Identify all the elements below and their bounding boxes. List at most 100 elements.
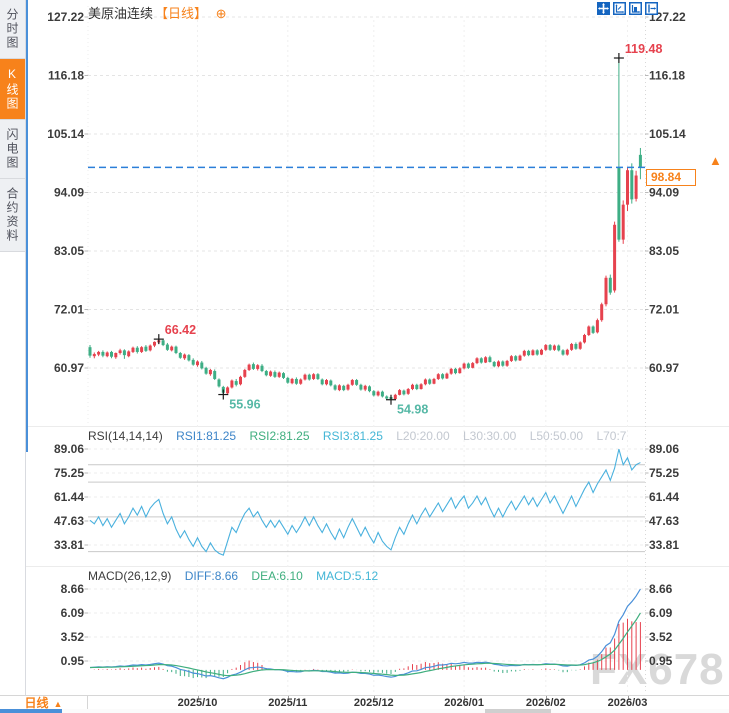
candle[interactable]: [363, 384, 367, 392]
candle[interactable]: [282, 372, 285, 379]
candle[interactable]: [406, 387, 410, 395]
zoom-horizontal-axis-icon[interactable]: [613, 2, 626, 15]
candle[interactable]: [144, 345, 148, 352]
candle[interactable]: [290, 377, 294, 385]
candle[interactable]: [114, 352, 118, 359]
candle[interactable]: [428, 378, 432, 385]
candle[interactable]: [475, 357, 479, 365]
candle[interactable]: [393, 393, 397, 400]
scrollbar-left-segment[interactable]: [0, 709, 62, 713]
candlestick-series[interactable]: [88, 58, 642, 400]
candle[interactable]: [118, 348, 122, 355]
candle[interactable]: [423, 378, 427, 386]
sidebar-tab-kline[interactable]: K线图: [0, 59, 25, 120]
horizontal-scrollbar[interactable]: [0, 709, 729, 713]
candle[interactable]: [110, 350, 113, 359]
candle[interactable]: [92, 352, 96, 359]
candle[interactable]: [617, 58, 621, 242]
pan-right-icon[interactable]: [645, 2, 658, 15]
candle[interactable]: [217, 378, 221, 388]
candle[interactable]: [380, 390, 384, 398]
candle[interactable]: [587, 325, 591, 337]
candle[interactable]: [325, 378, 328, 386]
candle[interactable]: [484, 356, 488, 364]
candle[interactable]: [312, 373, 316, 381]
candle[interactable]: [355, 378, 359, 386]
candle[interactable]: [445, 372, 449, 379]
candle[interactable]: [234, 378, 238, 387]
candle[interactable]: [578, 341, 582, 350]
candle[interactable]: [492, 360, 496, 368]
candle[interactable]: [441, 373, 445, 380]
candle[interactable]: [333, 384, 337, 391]
candle[interactable]: [630, 163, 634, 204]
candle[interactable]: [204, 366, 208, 375]
candle[interactable]: [458, 367, 462, 374]
candle[interactable]: [544, 343, 548, 351]
candle[interactable]: [230, 379, 234, 389]
candle[interactable]: [552, 344, 556, 351]
candle[interactable]: [561, 349, 565, 356]
candle[interactable]: [299, 378, 303, 385]
candle[interactable]: [320, 378, 324, 386]
candle[interactable]: [574, 342, 578, 350]
candle[interactable]: [148, 344, 152, 352]
candle[interactable]: [626, 167, 629, 212]
zoom-vertical-axis-icon[interactable]: [629, 2, 642, 15]
candle[interactable]: [286, 376, 290, 384]
candle[interactable]: [97, 350, 101, 357]
candle[interactable]: [260, 364, 264, 373]
candle[interactable]: [621, 200, 625, 244]
candle[interactable]: [191, 358, 195, 366]
candle[interactable]: [88, 345, 92, 358]
candle[interactable]: [101, 350, 105, 358]
candle[interactable]: [174, 345, 178, 355]
candle[interactable]: [372, 390, 376, 397]
candle[interactable]: [277, 371, 281, 378]
candle[interactable]: [376, 390, 380, 397]
candle[interactable]: [488, 355, 492, 363]
candle[interactable]: [243, 368, 247, 378]
candle[interactable]: [273, 370, 277, 378]
period-selector[interactable]: 日线 ▲: [0, 696, 88, 710]
candle[interactable]: [638, 147, 642, 180]
candle[interactable]: [368, 385, 371, 393]
candle[interactable]: [213, 369, 217, 381]
candle[interactable]: [462, 362, 466, 370]
candle[interactable]: [466, 362, 470, 369]
candle[interactable]: [604, 275, 608, 307]
candle[interactable]: [471, 362, 475, 369]
candle[interactable]: [613, 221, 617, 293]
candle[interactable]: [303, 373, 307, 381]
candle[interactable]: [183, 353, 187, 360]
candle[interactable]: [131, 346, 135, 354]
candle[interactable]: [565, 348, 569, 356]
candle[interactable]: [161, 339, 165, 347]
candle[interactable]: [187, 354, 191, 362]
candle[interactable]: [411, 383, 414, 391]
candle[interactable]: [247, 363, 251, 372]
candle[interactable]: [226, 386, 230, 395]
candle[interactable]: [346, 383, 350, 391]
candle[interactable]: [329, 379, 333, 387]
candle[interactable]: [518, 354, 522, 361]
candle[interactable]: [196, 360, 199, 367]
candle[interactable]: [509, 355, 513, 363]
candle[interactable]: [251, 362, 255, 370]
candle[interactable]: [600, 302, 604, 322]
candle[interactable]: [307, 373, 311, 381]
candle[interactable]: [501, 360, 505, 367]
candle[interactable]: [591, 325, 595, 334]
candle[interactable]: [531, 349, 535, 356]
candle[interactable]: [608, 274, 612, 295]
candle[interactable]: [200, 360, 204, 370]
candle[interactable]: [557, 344, 561, 352]
sidebar-tab-contract-info[interactable]: 合约资料: [0, 179, 25, 252]
sidebar-tab-lightning[interactable]: 闪电图: [0, 120, 25, 179]
candle[interactable]: [527, 349, 531, 357]
sidebar-tab-timeline[interactable]: 分时图: [0, 0, 25, 59]
candle[interactable]: [540, 348, 543, 356]
candle[interactable]: [264, 369, 268, 377]
candle[interactable]: [350, 378, 354, 386]
